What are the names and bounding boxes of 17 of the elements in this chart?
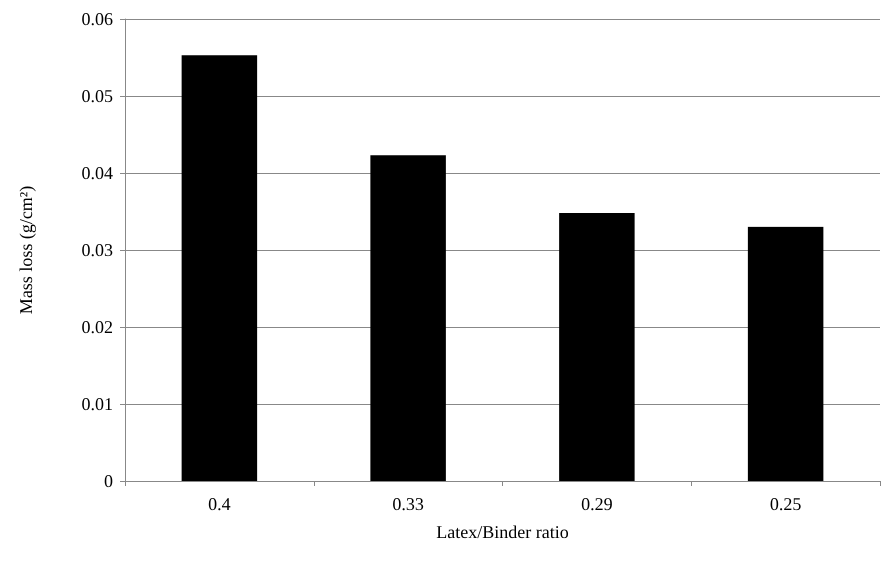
bar — [748, 226, 824, 481]
x-tick-label: 0.33 — [392, 494, 424, 514]
x-axis-title: Latex/Binder ratio — [436, 522, 569, 542]
y-tick-label: 0.06 — [82, 9, 113, 29]
y-tick-label: 0.03 — [82, 240, 113, 260]
x-tick-label: 0.29 — [581, 494, 613, 514]
x-tick-label: 0.25 — [770, 494, 802, 514]
bar — [182, 55, 258, 481]
y-axis-title: Mass loss (g/cm²) — [16, 186, 36, 314]
x-tick-label: 0.4 — [208, 494, 231, 514]
y-tick-label: 0.02 — [82, 317, 113, 337]
bar — [559, 213, 635, 481]
y-tick-label: 0.01 — [82, 394, 113, 414]
bar — [370, 155, 446, 481]
y-tick-label: 0.04 — [82, 163, 113, 183]
y-tick-label: 0 — [104, 471, 113, 491]
y-tick-label: 0.05 — [82, 86, 113, 106]
